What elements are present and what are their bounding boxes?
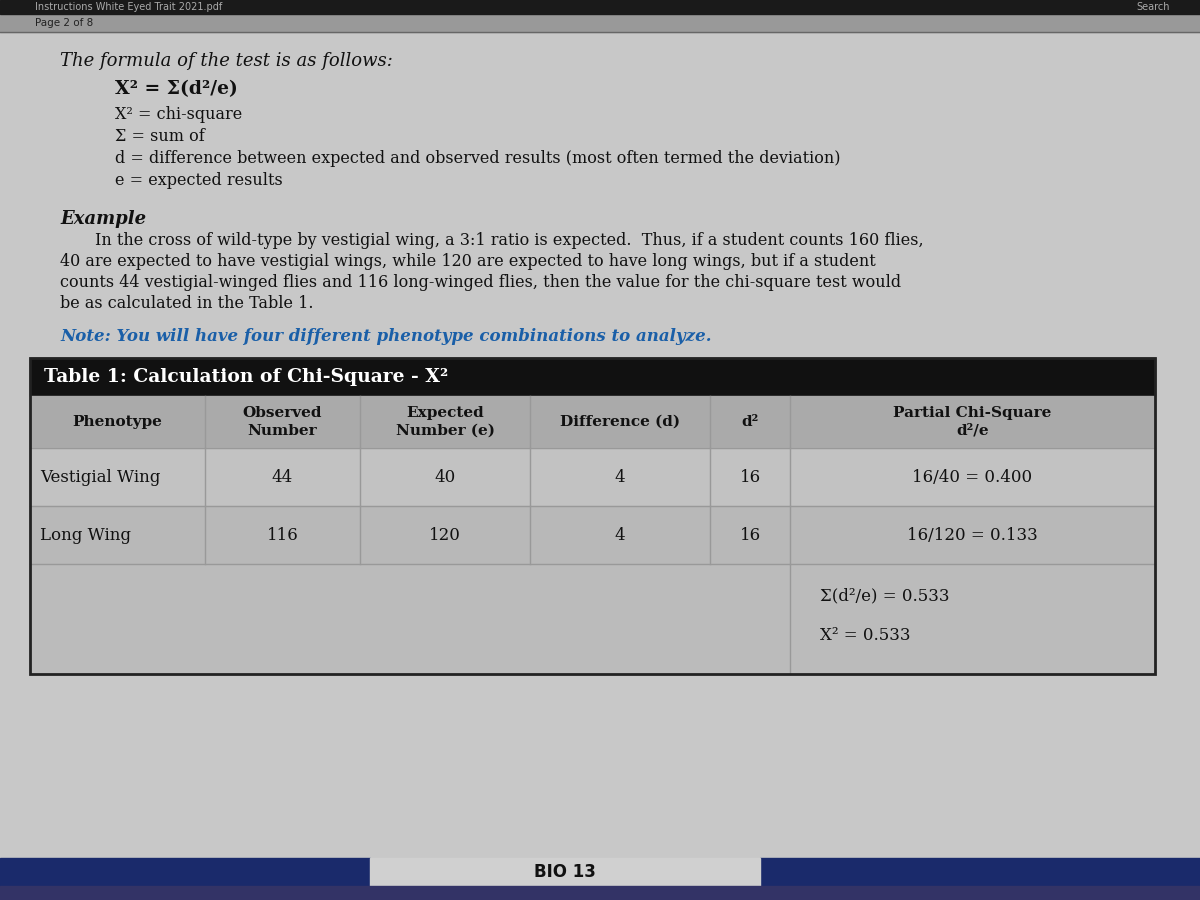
Text: X² = Σ(d²/e): X² = Σ(d²/e) [115,80,238,98]
Bar [370,858,760,886]
Text: Expected: Expected [406,406,484,420]
Bar [30,448,1154,506]
Text: Vestigial Wing: Vestigial Wing [40,469,161,485]
Bar [30,358,1154,674]
Text: X² = chi-square: X² = chi-square [115,106,242,123]
Text: 44: 44 [272,469,293,485]
Text: Instructions White Eyed Trait 2021.pdf: Instructions White Eyed Trait 2021.pdf [35,2,222,12]
Text: BIO 13: BIO 13 [534,863,596,881]
Text: Observed: Observed [242,406,323,420]
Text: 16: 16 [739,526,761,544]
Text: Phenotype: Phenotype [72,415,162,429]
Text: Difference (d): Difference (d) [560,415,680,429]
Text: counts 44 vestigial-winged flies and 116 long-winged flies, then the value for t: counts 44 vestigial-winged flies and 116… [60,274,901,291]
Text: 16: 16 [739,469,761,485]
Bar [0,14,1200,32]
Text: 4: 4 [614,469,625,485]
Text: 40 are expected to have vestigial wings, while 120 are expected to have long win: 40 are expected to have vestigial wings,… [60,253,876,270]
Bar [30,358,1154,396]
Text: Long Wing: Long Wing [40,526,131,544]
Text: Note: You will have four different phenotype combinations to analyze.: Note: You will have four different pheno… [60,328,712,345]
Text: Σ = sum of: Σ = sum of [115,128,205,145]
Text: Σ(d²/e) = 0.533: Σ(d²/e) = 0.533 [820,588,949,605]
Text: Search: Search [1136,2,1170,12]
Text: 116: 116 [266,526,299,544]
Bar [760,858,1200,886]
Bar [30,396,1154,448]
Bar [30,564,1154,674]
Text: 16/40 = 0.400: 16/40 = 0.400 [912,469,1032,485]
Text: Number (e): Number (e) [396,424,494,438]
Bar [0,858,370,886]
Text: 16/120 = 0.133: 16/120 = 0.133 [907,526,1038,544]
Text: In the cross of wild-type by vestigial wing, a 3:1 ratio is expected.  Thus, if : In the cross of wild-type by vestigial w… [95,232,924,249]
Text: e = expected results: e = expected results [115,172,283,189]
Bar [30,506,1154,564]
Bar [0,0,1200,14]
Text: 4: 4 [614,526,625,544]
Text: d²: d² [742,415,758,429]
Bar [0,886,1200,900]
Text: d²/e: d²/e [956,424,989,438]
Text: The formula of the test is as follows:: The formula of the test is as follows: [60,52,392,70]
Text: Page 2 of 8: Page 2 of 8 [35,18,94,28]
Text: Number: Number [247,424,317,438]
Text: X² = 0.533: X² = 0.533 [820,627,911,644]
Text: d = difference between expected and observed results (most often termed the devi: d = difference between expected and obse… [115,150,840,167]
Text: 40: 40 [434,469,456,485]
Text: 120: 120 [430,526,461,544]
Text: Table 1: Calculation of Chi-Square - X²: Table 1: Calculation of Chi-Square - X² [44,368,449,386]
Text: be as calculated in the Table 1.: be as calculated in the Table 1. [60,295,313,312]
Text: Example: Example [60,210,146,228]
Text: Partial Chi-Square: Partial Chi-Square [893,406,1051,420]
